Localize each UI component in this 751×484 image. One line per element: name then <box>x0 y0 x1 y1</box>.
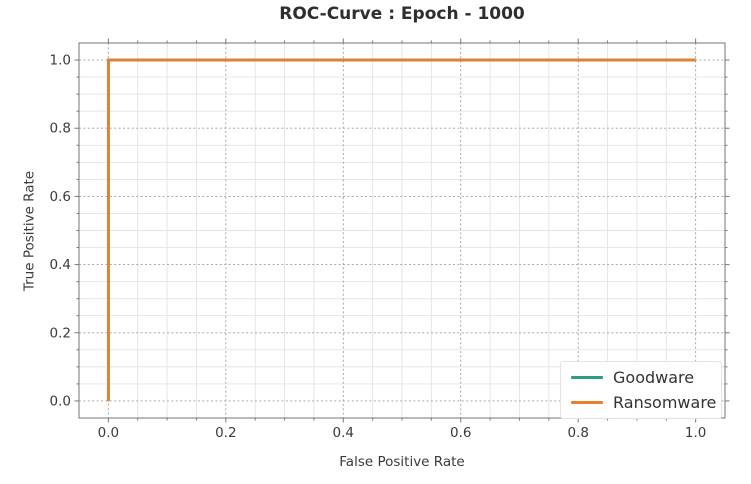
y-axis-label: True Positive Rate <box>21 170 38 292</box>
legend-entry-goodware: Goodware <box>571 367 715 388</box>
roc-line-ransomware <box>107 58 696 401</box>
x-tick-label: 0.0 <box>98 425 119 441</box>
x-tick-label: 1.0 <box>685 425 706 441</box>
x-tick-label: 0.6 <box>450 425 471 441</box>
legend-entry-ransomware: Ransomware <box>571 392 717 413</box>
y-tick-label: 0.4 <box>50 257 71 273</box>
chart-title: ROC-Curve : Epoch - 1000 <box>279 4 525 24</box>
legend-line-ransomware-icon <box>571 401 603 404</box>
x-tick-label: 0.4 <box>333 425 354 441</box>
legend-label: Goodware <box>613 368 695 387</box>
x-tick-label: 0.2 <box>215 425 236 441</box>
x-axis-label: False Positive Rate <box>339 454 465 470</box>
legend-label: Ransomware <box>613 393 717 412</box>
legend-line-goodware-icon <box>571 376 603 379</box>
y-tick-label: 0.2 <box>50 325 71 341</box>
y-tick-label: 1.0 <box>50 53 71 69</box>
y-tick-label: 0.0 <box>50 393 71 409</box>
y-tick-label: 0.8 <box>50 121 71 137</box>
x-tick-label: 0.8 <box>567 425 588 441</box>
legend: Goodware Ransomware <box>560 361 722 419</box>
y-tick-label: 0.6 <box>50 189 71 205</box>
